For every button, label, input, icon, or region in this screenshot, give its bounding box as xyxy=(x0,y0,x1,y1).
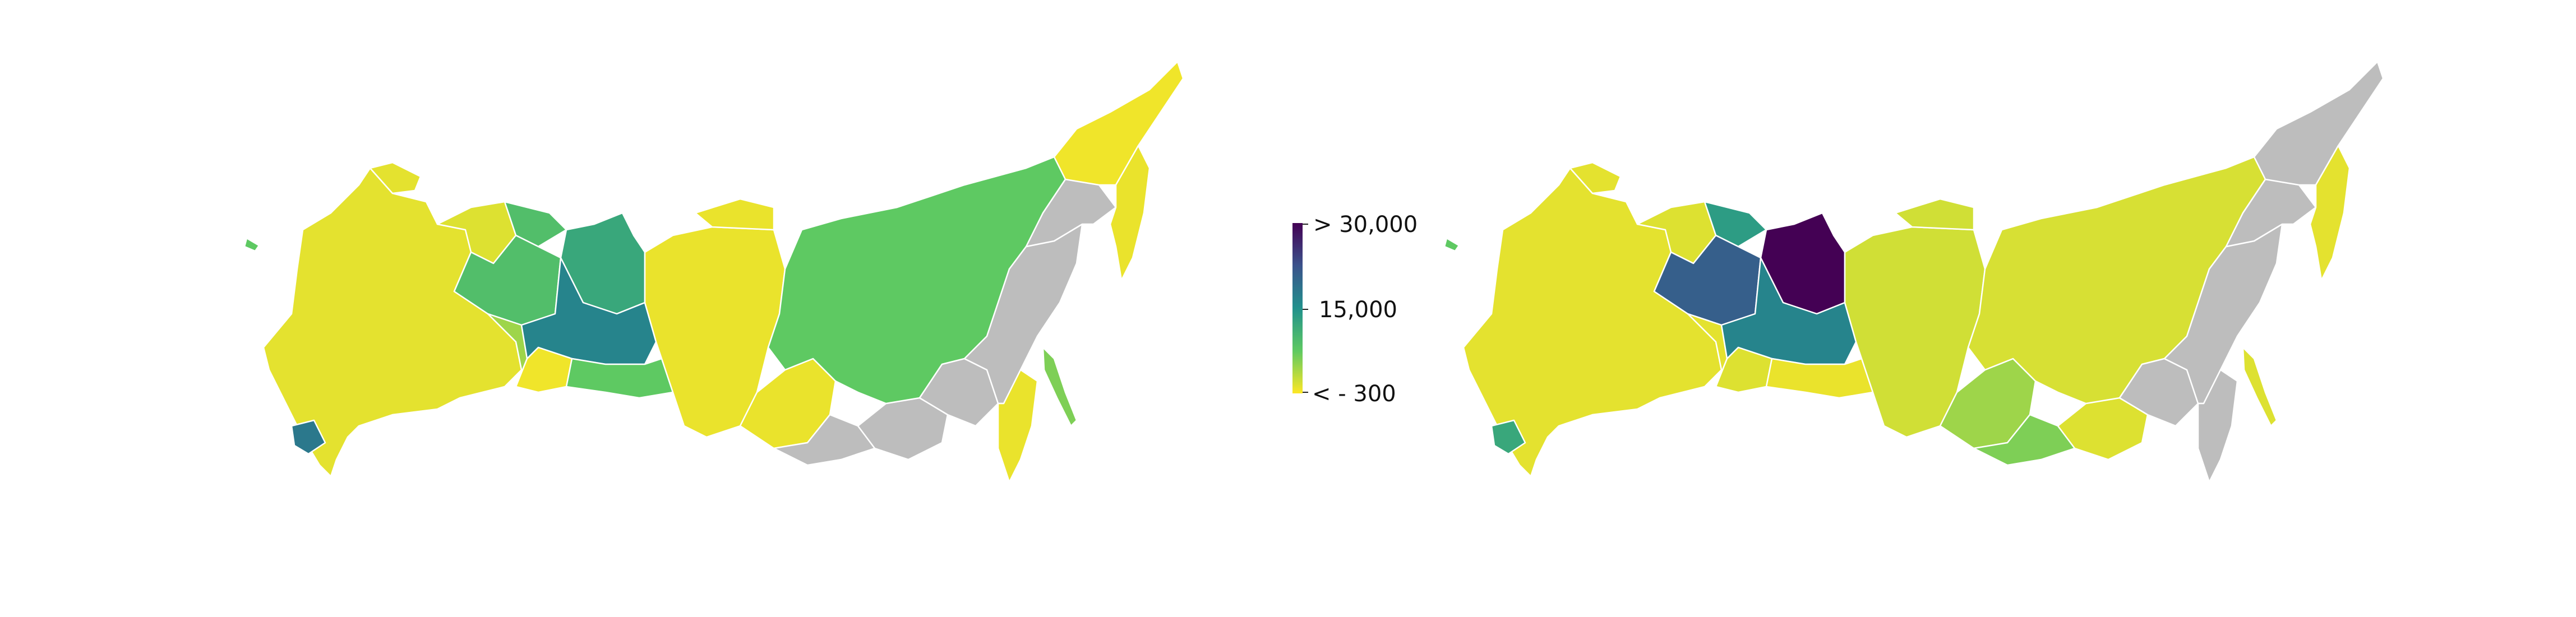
region-exclave xyxy=(243,237,260,252)
colorbar-max-label: > 30,000 xyxy=(1313,212,1418,238)
region-kamchatka xyxy=(1109,145,1151,281)
region-primorsky xyxy=(2197,369,2238,483)
map-right xyxy=(1443,61,2384,483)
region-tomsk xyxy=(565,358,674,399)
region-krasnoyarsk xyxy=(1894,198,1975,231)
region-european-russia xyxy=(1569,161,1622,194)
region-krasnoyarsk xyxy=(694,198,775,231)
region-european-russia xyxy=(369,161,422,194)
region-exclave xyxy=(1443,237,1460,252)
region-primorsky xyxy=(997,369,1038,483)
colorbar-gradient xyxy=(1292,223,1303,393)
region-sakhalin xyxy=(1042,346,1078,427)
region-north-caucasus xyxy=(1490,419,1526,455)
region-chukotka xyxy=(2253,61,2384,186)
region-european-russia xyxy=(262,167,523,477)
region-chukotka xyxy=(1053,61,1184,186)
colorbar: > 30,000 15,000 < - 300 xyxy=(1292,212,1418,407)
region-european-russia xyxy=(1462,167,1723,477)
region-north-caucasus xyxy=(290,419,326,455)
region-sakhalin xyxy=(2242,346,2278,427)
region-kamchatka xyxy=(2309,145,2351,281)
region-nenets xyxy=(1704,201,1767,248)
map-left xyxy=(243,61,1184,483)
region-tomsk xyxy=(1765,358,1874,399)
colorbar-mid-label: 15,000 xyxy=(1319,297,1397,323)
region-nenets xyxy=(504,201,567,248)
colorbar-min-label: < - 300 xyxy=(1312,381,1396,407)
